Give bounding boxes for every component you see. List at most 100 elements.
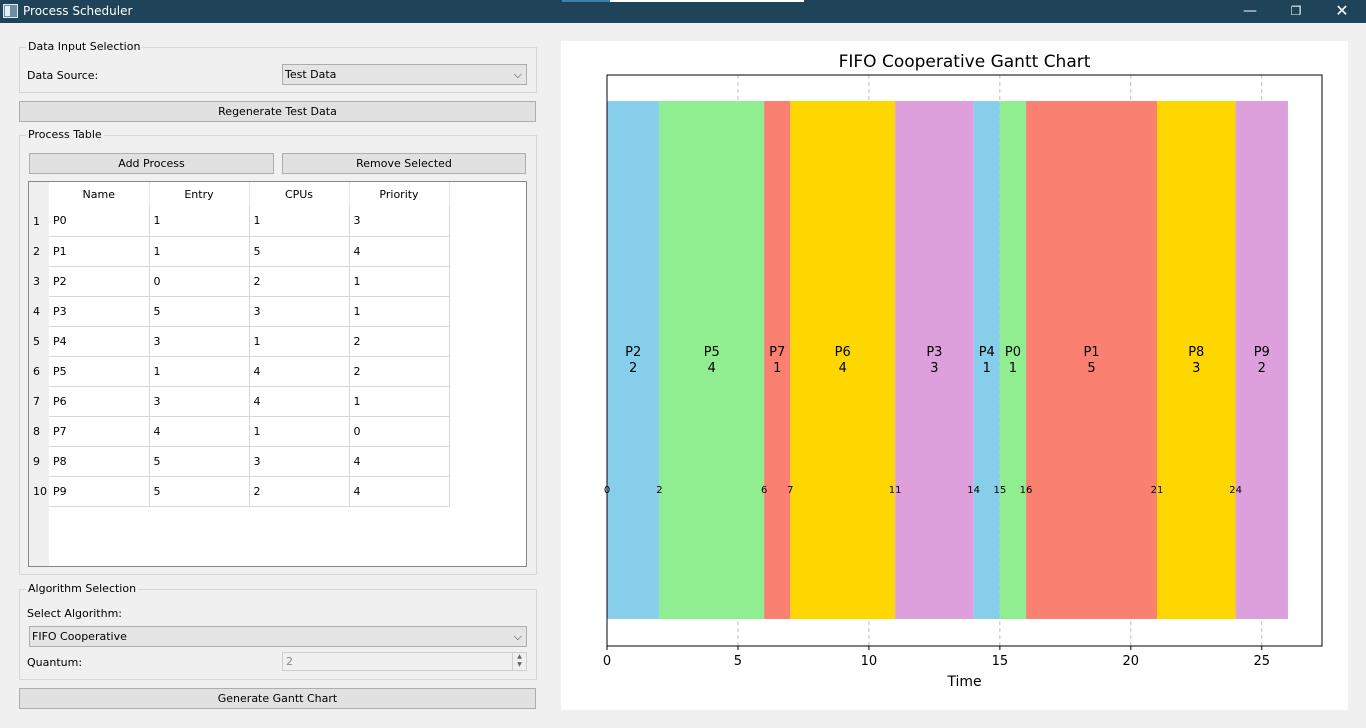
remove-selected-button[interactable]: Remove Selected — [282, 153, 526, 174]
data-source-select[interactable]: Test Data ⌵ — [282, 64, 527, 85]
cell-entry[interactable]: 1 — [149, 206, 250, 237]
cell-priority[interactable]: 1 — [349, 386, 450, 417]
column-header-name[interactable]: Name — [49, 182, 150, 206]
cell-name[interactable]: P0 — [49, 206, 150, 237]
boundary-label: 15 — [993, 485, 1006, 496]
table-row[interactable]: 6 P5 1 4 2 — [29, 356, 450, 387]
quantum-value: 2 — [286, 655, 293, 668]
data-source-label: Data Source: — [27, 69, 99, 82]
bar-label-name: P6 — [835, 345, 851, 360]
cell-entry[interactable]: 5 — [149, 446, 250, 477]
cell-priority[interactable]: 3 — [349, 206, 450, 237]
row-header[interactable]: 4 — [29, 296, 49, 326]
cell-priority[interactable]: 0 — [349, 416, 450, 447]
cell-entry[interactable]: 3 — [149, 326, 250, 357]
table-row[interactable]: 2 P1 1 5 4 — [29, 236, 450, 267]
cell-priority[interactable]: 2 — [349, 356, 450, 387]
maximize-icon[interactable]: ❐ — [1290, 4, 1302, 18]
table-row[interactable]: 3 P2 0 2 1 — [29, 266, 450, 297]
bar-label-name: P2 — [625, 345, 641, 360]
row-header[interactable]: 2 — [29, 236, 49, 266]
cell-name[interactable]: P3 — [49, 296, 150, 327]
cell-cpus[interactable]: 5 — [249, 236, 350, 267]
algorithm-select[interactable]: FIFO Cooperative ⌵ — [29, 626, 527, 647]
cell-entry[interactable]: 5 — [149, 476, 250, 507]
row-header[interactable]: 1 — [29, 206, 49, 236]
cell-cpus[interactable]: 1 — [249, 206, 350, 237]
cell-priority[interactable]: 1 — [349, 296, 450, 327]
table-row[interactable]: 7 P6 3 4 1 — [29, 386, 450, 417]
title-highlight — [562, 0, 610, 2]
cell-name[interactable]: P7 — [49, 416, 150, 447]
cell-name[interactable]: P2 — [49, 266, 150, 297]
cell-priority[interactable]: 4 — [349, 476, 450, 507]
boundary-label: 7 — [787, 485, 793, 496]
bar-label-duration: 4 — [708, 361, 716, 376]
quantum-label: Quantum: — [27, 656, 83, 669]
cell-priority[interactable]: 4 — [349, 446, 450, 477]
cell-cpus[interactable]: 4 — [249, 356, 350, 387]
row-header[interactable]: 5 — [29, 326, 49, 356]
quantum-spinbox[interactable]: 2 ▲ ▼ — [282, 652, 527, 671]
row-header[interactable]: 8 — [29, 416, 49, 446]
cell-cpus[interactable]: 4 — [249, 386, 350, 417]
cell-cpus[interactable]: 1 — [249, 416, 350, 447]
bar-label-name: P8 — [1188, 345, 1204, 360]
cell-cpus[interactable]: 2 — [249, 266, 350, 297]
table-row[interactable]: 9 P8 5 3 4 — [29, 446, 450, 477]
cell-cpus[interactable]: 3 — [249, 446, 350, 477]
cell-entry[interactable]: 1 — [149, 236, 250, 267]
table-row[interactable]: 4 P3 5 3 1 — [29, 296, 450, 327]
cell-entry[interactable]: 5 — [149, 296, 250, 327]
row-header[interactable]: 7 — [29, 386, 49, 416]
cell-cpus[interactable]: 2 — [249, 476, 350, 507]
gantt-bar-p8 — [1157, 101, 1236, 619]
x-axis-label: Time — [946, 674, 981, 690]
table-row[interactable]: 8 P7 4 1 0 — [29, 416, 450, 447]
add-process-button[interactable]: Add Process — [29, 153, 274, 174]
cell-name[interactable]: P6 — [49, 386, 150, 417]
close-icon[interactable]: ✕ — [1335, 1, 1349, 20]
chevron-down-icon: ⌵ — [513, 630, 522, 643]
row-header[interactable]: 3 — [29, 266, 49, 296]
cell-cpus[interactable]: 3 — [249, 296, 350, 327]
table-row[interactable]: 5 P4 3 1 2 — [29, 326, 450, 357]
process-table-group-title: Process Table — [26, 128, 104, 141]
table-row[interactable]: 10 P9 5 2 4 — [29, 476, 450, 507]
process-table[interactable]: Name Entry CPUs Priority 1 P0 1 1 3 2 P1 1 5 4 3 P2… — [28, 181, 527, 567]
table-row[interactable]: 1 P0 1 1 3 — [29, 206, 450, 237]
bar-label-duration: 5 — [1087, 361, 1095, 376]
cell-cpus[interactable]: 1 — [249, 326, 350, 357]
cell-name[interactable]: P8 — [49, 446, 150, 477]
window-title: Process Scheduler — [23, 4, 133, 18]
cell-priority[interactable]: 1 — [349, 266, 450, 297]
cell-name[interactable]: P9 — [49, 476, 150, 507]
cell-name[interactable]: P4 — [49, 326, 150, 357]
spin-arrows-icon[interactable]: ▲ ▼ — [512, 653, 526, 670]
table-corner[interactable] — [29, 182, 49, 206]
cell-entry[interactable]: 0 — [149, 266, 250, 297]
table-header-row: Name Entry CPUs Priority — [29, 182, 450, 206]
row-header[interactable]: 10 — [29, 476, 49, 506]
column-header-entry[interactable]: Entry — [149, 182, 250, 206]
cell-entry[interactable]: 3 — [149, 386, 250, 417]
row-header[interactable]: 6 — [29, 356, 49, 386]
minimize-icon[interactable]: — — [1243, 3, 1257, 19]
cell-name[interactable]: P1 — [49, 236, 150, 267]
row-header[interactable]: 9 — [29, 446, 49, 476]
generate-gantt-chart-button[interactable]: Generate Gantt Chart — [19, 688, 536, 709]
cell-priority[interactable]: 2 — [349, 326, 450, 357]
cell-priority[interactable]: 4 — [349, 236, 450, 267]
gantt-chart-panel: FIFO Cooperative Gantt Chart P2 2 0 P5 4 2 P7 1 6… — [561, 41, 1348, 710]
algorithm-group: Algorithm Selection Select Algorithm: FI… — [19, 582, 537, 680]
bar-label-name: P1 — [1083, 345, 1099, 360]
column-header-cpus[interactable]: CPUs — [249, 182, 350, 206]
column-header-priority[interactable]: Priority — [349, 182, 450, 206]
process-grid[interactable]: Name Entry CPUs Priority 1 P0 1 1 3 2 P1 1 5 4 3 P2… — [29, 182, 450, 507]
cell-entry[interactable]: 4 — [149, 416, 250, 447]
bar-label-name: P0 — [1005, 345, 1021, 360]
x-tick-label: 10 — [861, 654, 878, 669]
regenerate-test-data-button[interactable]: Regenerate Test Data — [19, 101, 536, 122]
cell-entry[interactable]: 1 — [149, 356, 250, 387]
cell-name[interactable]: P5 — [49, 356, 150, 387]
